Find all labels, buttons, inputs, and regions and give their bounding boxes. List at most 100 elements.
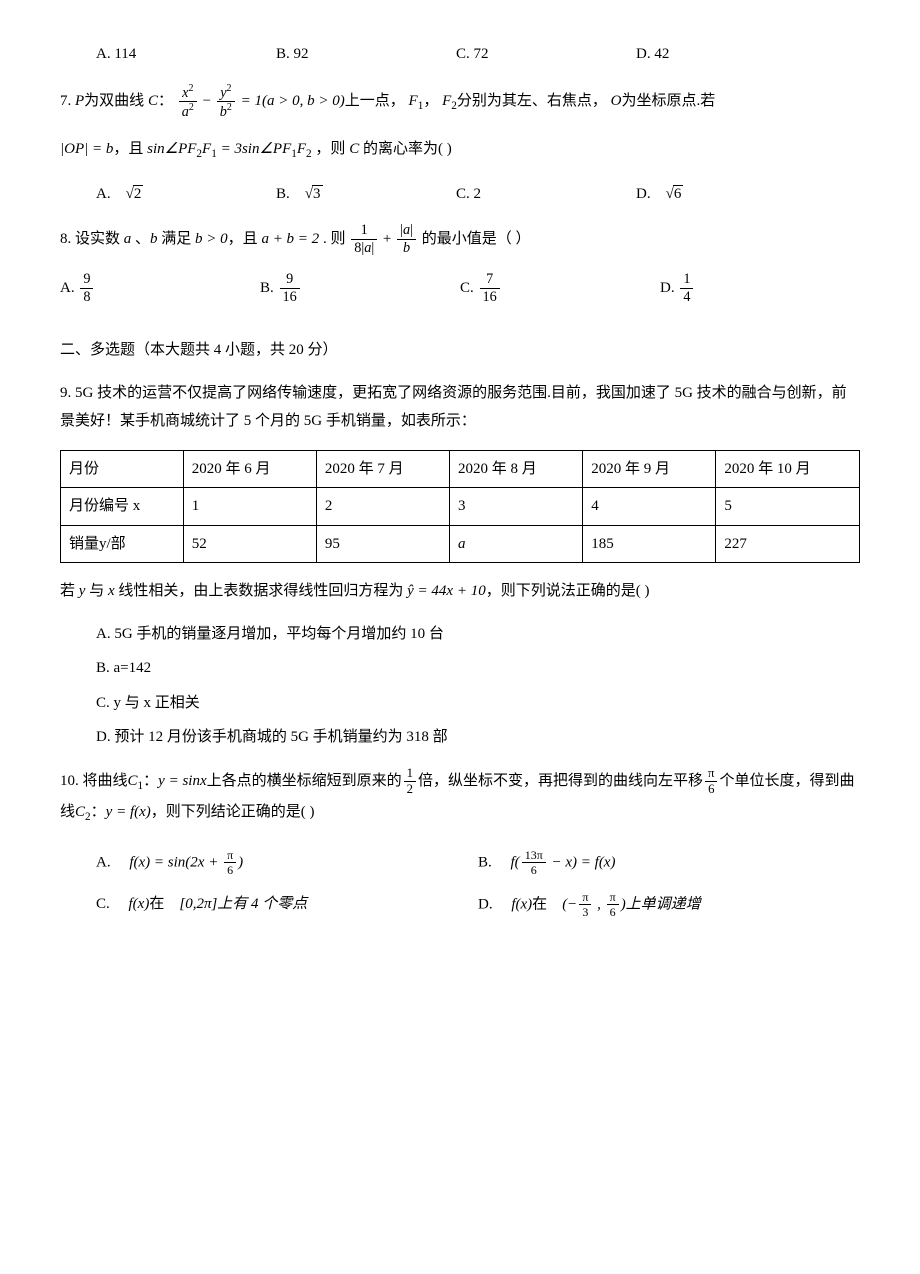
q9-opt-c: C. y 与 x 正相关 bbox=[96, 689, 860, 718]
q7-line2: |OP| = b，且 sin∠PF2F1 = 3sin∠PF1F2 ，则 C 的… bbox=[60, 135, 860, 165]
t: 满足 bbox=[158, 231, 196, 247]
t: A. bbox=[96, 854, 111, 870]
frac-yb: y2b2 bbox=[217, 83, 235, 122]
t: = 1(a > 0, b > 0) bbox=[241, 93, 345, 109]
t: 分别为其左、右焦点， bbox=[457, 93, 607, 109]
t: B. a=142 bbox=[96, 660, 151, 676]
t: 8| bbox=[354, 240, 364, 256]
cell: 52 bbox=[183, 525, 316, 563]
q7-num: 7. bbox=[60, 93, 75, 109]
t: ，则下列结论正确的是( ) bbox=[151, 804, 315, 820]
t: π bbox=[224, 848, 236, 863]
t: C. bbox=[460, 280, 478, 296]
frac-1-8a: 18|a| bbox=[351, 222, 377, 257]
t: 6 bbox=[673, 185, 684, 202]
q8-opt-b: B. 916 bbox=[260, 271, 460, 306]
cell: 2020 年 6 月 bbox=[183, 450, 316, 488]
t: 9 bbox=[280, 271, 300, 289]
t: 16 bbox=[480, 289, 500, 306]
q9-opt-a: A. 5G 手机的销量逐月增加，平均每个月增加约 10 台 bbox=[96, 620, 860, 649]
t: 6 bbox=[224, 863, 236, 877]
q9-p1: 9. 5G 技术的运营不仅提高了网络传输速度，更拓宽了网络资源的服务范围.目前，… bbox=[60, 379, 860, 436]
t: 为坐标原点.若 bbox=[622, 93, 716, 109]
t: π bbox=[705, 766, 717, 782]
t: ，则下列说法正确的是( ) bbox=[486, 583, 650, 599]
q10-opt-a: A. f(x) = sin(2x + π6) bbox=[96, 842, 478, 884]
table-row: 销量y/部 52 95 a 185 227 bbox=[61, 525, 860, 563]
t: − bbox=[203, 93, 215, 109]
t: x bbox=[108, 583, 115, 599]
t: ： bbox=[143, 773, 158, 789]
q10: 10. 将曲线C1：y = sinx上各点的横坐标缩短到原来的12倍，纵坐标不变… bbox=[60, 766, 860, 828]
t: | bbox=[371, 240, 374, 256]
t: π bbox=[607, 890, 619, 905]
q9-opt-b: B. a=142 bbox=[96, 654, 860, 683]
cell: a bbox=[450, 525, 583, 563]
q7-opt-c: C. 2 bbox=[456, 180, 576, 209]
table-row: 月份编号 x 1 2 3 4 5 bbox=[61, 488, 860, 526]
q7-C: C bbox=[148, 93, 158, 109]
t: 、 bbox=[131, 231, 150, 247]
cell: 2020 年 8 月 bbox=[450, 450, 583, 488]
section-2-heading: 二、多选题（本大题共 4 小题，共 20 分） bbox=[60, 336, 860, 365]
q10-opt-d: D. f(x)在 (−π3 , π6)上单调递增 bbox=[478, 884, 860, 926]
t: 的最小值是（ ） bbox=[422, 231, 531, 247]
t: 8 bbox=[80, 289, 93, 306]
t: b bbox=[150, 231, 158, 247]
t: C bbox=[349, 141, 359, 157]
cell: 5 bbox=[716, 488, 860, 526]
t: 12 bbox=[404, 766, 416, 798]
t: ，且 bbox=[113, 141, 143, 157]
q8-opt-c: C. 716 bbox=[460, 271, 660, 306]
t: 2 bbox=[306, 148, 312, 160]
t: 7 bbox=[480, 271, 500, 289]
t: a bbox=[182, 104, 189, 120]
t: 与 bbox=[85, 583, 108, 599]
t: − x) = f(x) bbox=[548, 854, 616, 870]
t: = 3sin∠PF bbox=[221, 141, 292, 157]
t: 上一点， bbox=[345, 93, 405, 109]
t: 8. 设实数 bbox=[60, 231, 124, 247]
t: F bbox=[442, 93, 451, 109]
q7-text: 7. P为双曲线 C： x2a2 − y2b2 = 1(a > 0, b > 0… bbox=[60, 93, 715, 109]
t: F bbox=[202, 141, 211, 157]
t: 716 bbox=[480, 271, 500, 306]
q8-opt-d: D. 14 bbox=[660, 271, 860, 306]
t: π6 bbox=[607, 890, 619, 920]
t: B. bbox=[260, 280, 278, 296]
q8-options: A. 98 B. 916 C. 716 D. 14 bbox=[60, 271, 860, 306]
q10-options-row1: A. f(x) = sin(2x + π6) B. f(13π6 − x) = … bbox=[60, 842, 860, 884]
t: ： bbox=[91, 804, 106, 820]
t: ： bbox=[158, 93, 173, 109]
q7-opt-a: A. √2 bbox=[96, 180, 216, 209]
q8-opt-a: A. 98 bbox=[60, 271, 260, 306]
cell: 2020 年 9 月 bbox=[583, 450, 716, 488]
t: π3 bbox=[579, 890, 591, 920]
cell: 227 bbox=[716, 525, 860, 563]
t: 9 bbox=[80, 271, 93, 289]
t: 4 bbox=[680, 289, 693, 306]
q7-opt-d: D. √6 bbox=[636, 180, 756, 209]
cell: 2 bbox=[316, 488, 449, 526]
q8: 8. 设实数 a 、b 满足 b > 0，且 a + b = 2 . 则 18|… bbox=[60, 222, 860, 257]
t: C. bbox=[96, 896, 110, 912]
t: π6 bbox=[224, 848, 236, 878]
t: a + b = 2 bbox=[261, 231, 319, 247]
q9-opt-d: D. 预计 12 月份该手机商城的 5G 手机销量约为 318 部 bbox=[96, 723, 860, 752]
t: + bbox=[383, 231, 395, 247]
t: 1 bbox=[680, 271, 693, 289]
t: π6 bbox=[705, 766, 717, 798]
t: f(x) bbox=[511, 896, 532, 912]
t: D. bbox=[660, 280, 678, 296]
t: 10. 将曲线 bbox=[60, 773, 128, 789]
t: 13π bbox=[522, 848, 546, 863]
t: 2 bbox=[133, 185, 144, 202]
t: [0,2π]上有 4 个零点 bbox=[179, 896, 307, 912]
t: B. bbox=[478, 854, 492, 870]
t: D. bbox=[478, 896, 493, 912]
opt-d: D. 42 bbox=[636, 40, 756, 69]
t: )上单调递增 bbox=[621, 896, 701, 912]
q-prev-options: A. 114 B. 92 C. 72 D. 42 bbox=[60, 40, 860, 69]
q9-p2: 若 y 与 x 线性相关，由上表数据求得线性回归方程为 ŷ = 44x + 10… bbox=[60, 577, 860, 606]
opt-b: B. 92 bbox=[276, 40, 396, 69]
